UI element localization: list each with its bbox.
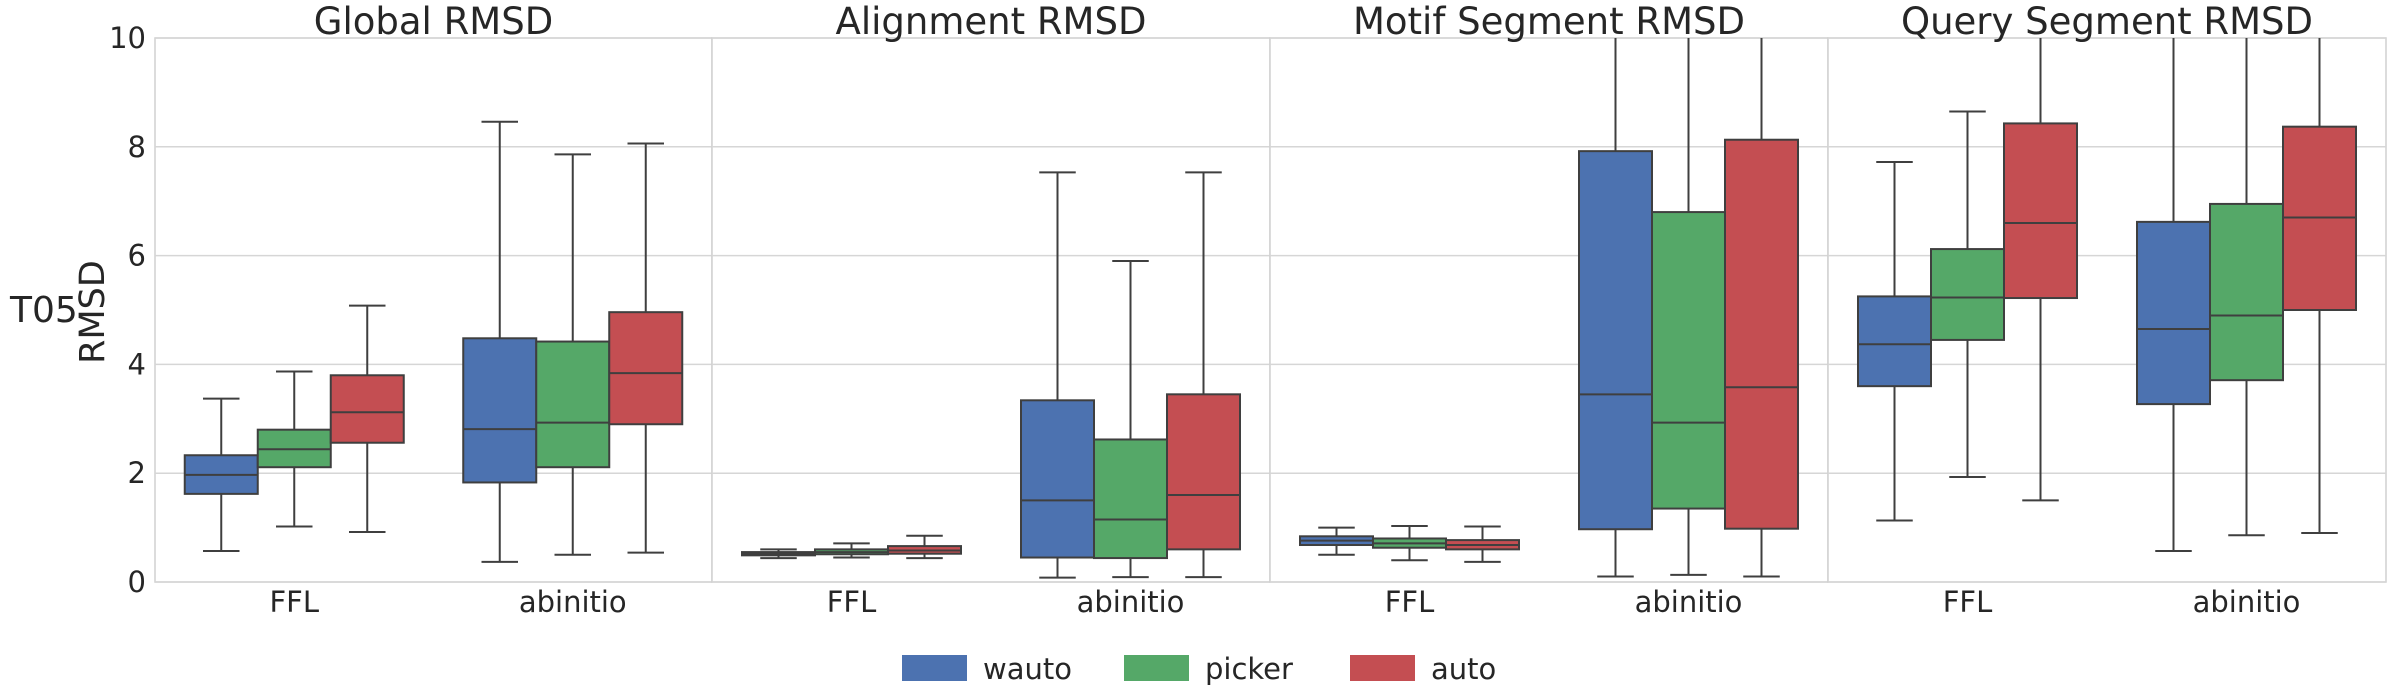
box-body [1724, 138, 1799, 530]
y-axis-title: RMSD [73, 260, 113, 364]
y-tick-label: 2 [128, 456, 146, 490]
panel-frame [154, 37, 713, 583]
legend-label: auto [1431, 652, 1496, 686]
box-auto [2003, 38, 2078, 502]
y-tick-label: 0 [128, 565, 146, 599]
x-tick-label: abinitio [2193, 585, 2301, 619]
y-tick-label: 10 [109, 21, 146, 55]
legend-item-picker: picker [1124, 652, 1293, 686]
x-tick-label: FFL [1943, 585, 1993, 619]
box-wauto [462, 120, 538, 563]
box-body [2209, 202, 2284, 382]
legend-label: picker [1205, 652, 1293, 686]
box-body [1166, 393, 1241, 551]
box-body [462, 337, 538, 484]
box-auto [329, 304, 405, 533]
box-body [329, 374, 405, 444]
box-body [1093, 438, 1168, 560]
row-label: T05 [9, 290, 78, 331]
legend-swatch [1124, 655, 1189, 681]
legend: wauto picker auto [902, 652, 1496, 686]
box-body [1930, 248, 2005, 341]
box-body [1578, 150, 1653, 531]
panel-3: Motif Segment RMSD FFL abinitio [1269, 0, 1829, 619]
box-auto [608, 142, 684, 554]
x-tick-label: abinitio [1077, 585, 1185, 619]
box-wauto [1857, 161, 1932, 522]
box-wauto [1299, 526, 1374, 556]
panel-title: Alignment RMSD [836, 0, 1147, 43]
box-wauto [1020, 171, 1095, 579]
box-wauto [183, 397, 259, 552]
panel-title: Query Segment RMSD [1901, 0, 2313, 43]
legend-item-wauto: wauto [902, 652, 1072, 686]
box-wauto [2136, 38, 2211, 552]
box-wauto [1578, 38, 1653, 578]
panel-2: Alignment RMSD FFL abinitio [711, 0, 1271, 619]
box-auto [1445, 525, 1520, 563]
box-picker [2209, 38, 2284, 537]
box-body [2003, 122, 2078, 300]
box-picker [535, 153, 611, 556]
x-tick-label: FFL [269, 585, 319, 619]
x-tick-label: abinitio [1635, 585, 1743, 619]
box-body [1857, 295, 1932, 388]
box-body [1651, 211, 1726, 510]
box-picker [1651, 38, 1726, 576]
box-auto [1724, 38, 1799, 578]
box-body [2136, 220, 2211, 406]
box-auto [887, 534, 962, 560]
y-tick-label: 8 [128, 130, 146, 164]
box-picker [1093, 260, 1168, 579]
box-auto [1166, 171, 1241, 579]
box-picker [1930, 110, 2005, 479]
panel-title: Global RMSD [314, 0, 553, 43]
legend-swatch [1350, 655, 1415, 681]
y-tick-label: 4 [128, 347, 146, 381]
box-auto [2282, 38, 2357, 535]
box-picker [256, 370, 332, 528]
panel-4: Query Segment RMSD FFL abinitio [1827, 0, 2387, 619]
legend-item-auto: auto [1350, 652, 1496, 686]
panel-title: Motif Segment RMSD [1353, 0, 1745, 43]
box-body [1020, 399, 1095, 559]
legend-label: wauto [983, 652, 1072, 686]
box-body [608, 311, 684, 426]
x-tick-label: FFL [827, 585, 877, 619]
x-tick-label: abinitio [519, 585, 627, 619]
panel-1: Global RMSD FFL abinitio [154, 0, 713, 619]
x-tick-label: FFL [1385, 585, 1435, 619]
legend-swatch [902, 655, 967, 681]
box-body [535, 340, 611, 469]
y-tick-label: 6 [128, 239, 146, 273]
